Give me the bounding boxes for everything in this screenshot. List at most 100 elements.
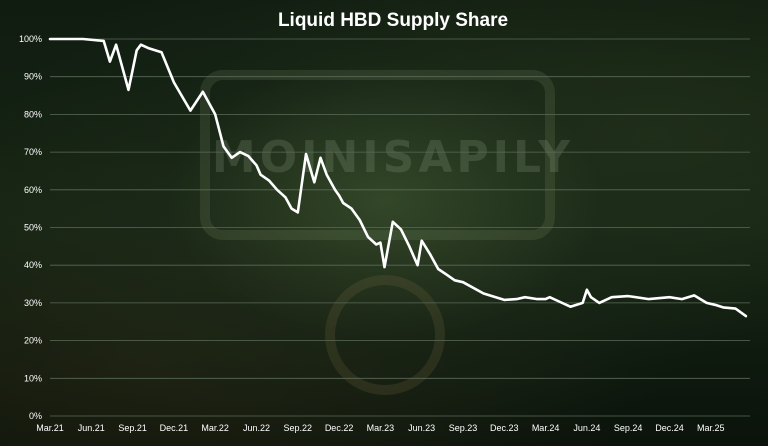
data-point bbox=[503, 299, 505, 301]
data-point bbox=[140, 44, 142, 46]
y-tick-label: 60% bbox=[24, 185, 42, 195]
x-tick-label: Dec.24 bbox=[655, 423, 684, 433]
data-point bbox=[297, 211, 299, 213]
data-point bbox=[681, 298, 683, 300]
data-point bbox=[305, 153, 307, 155]
data-point bbox=[326, 174, 328, 176]
x-axis-ticks: Mar.21 Jun.21 Sep.21 Dec.21 Mar.22 Jun.22 Sep.… bbox=[36, 423, 724, 433]
data-point bbox=[291, 208, 293, 210]
data-point bbox=[582, 302, 584, 304]
data-point bbox=[483, 292, 485, 295]
series-layer bbox=[48, 37, 748, 318]
y-tick-label: 90% bbox=[24, 72, 42, 82]
x-tick-label: Jun.23 bbox=[408, 423, 435, 433]
data-point bbox=[590, 296, 592, 298]
data-point bbox=[557, 300, 559, 302]
data-point bbox=[49, 38, 51, 40]
data-point bbox=[247, 155, 249, 157]
x-tick-label: Mar.25 bbox=[697, 423, 725, 433]
y-tick-label: 20% bbox=[24, 336, 42, 346]
watermark-text: MOINISAPILY bbox=[212, 132, 574, 183]
y-axis-ticks: 0% 10% 20% 30% 40% 50% 60% 70% 80% 90% 100% bbox=[19, 34, 42, 421]
x-tick-label: Jun.24 bbox=[573, 423, 600, 433]
data-point bbox=[392, 221, 394, 223]
x-tick-label: Mar.21 bbox=[36, 423, 64, 433]
data-point bbox=[173, 81, 175, 83]
data-point bbox=[379, 242, 381, 244]
data-point bbox=[82, 38, 84, 40]
data-point bbox=[648, 298, 650, 300]
y-tick-label: 70% bbox=[24, 147, 42, 157]
data-point bbox=[627, 295, 629, 297]
data-point bbox=[400, 228, 402, 230]
data-point bbox=[239, 151, 241, 153]
y-tick-label: 10% bbox=[24, 373, 42, 383]
data-point bbox=[462, 281, 464, 283]
data-point bbox=[276, 189, 278, 191]
data-point bbox=[745, 315, 747, 317]
data-point bbox=[367, 236, 369, 238]
data-point bbox=[586, 289, 588, 291]
data-point bbox=[569, 306, 572, 308]
data-point bbox=[350, 208, 353, 210]
data-point bbox=[160, 51, 163, 53]
series-line bbox=[48, 37, 748, 318]
background-frame-shape bbox=[200, 70, 555, 240]
data-point bbox=[334, 189, 336, 191]
data-point bbox=[255, 164, 258, 166]
y-tick-label: 50% bbox=[24, 223, 42, 233]
data-point bbox=[260, 174, 262, 176]
y-tick-label: 0% bbox=[29, 411, 42, 421]
data-point bbox=[421, 240, 423, 242]
data-point bbox=[148, 47, 150, 50]
data-point bbox=[611, 296, 613, 298]
data-point bbox=[115, 44, 117, 46]
data-point bbox=[284, 196, 286, 198]
y-tick-label: 30% bbox=[24, 298, 42, 308]
y-tick-label: 80% bbox=[24, 109, 42, 119]
data-point bbox=[268, 179, 270, 181]
data-point bbox=[417, 264, 419, 266]
x-tick-label: Sep.23 bbox=[449, 423, 478, 433]
x-tick-label: Sep.22 bbox=[284, 423, 313, 433]
x-tick-label: Sep.21 bbox=[118, 423, 147, 433]
data-point bbox=[127, 89, 130, 91]
data-point bbox=[313, 181, 315, 183]
y-tick-label: 40% bbox=[24, 260, 42, 270]
x-tick-label: Jun.22 bbox=[243, 423, 270, 433]
y-tick-label: 100% bbox=[19, 34, 42, 44]
data-point bbox=[375, 243, 377, 246]
data-point bbox=[136, 49, 138, 51]
data-point bbox=[714, 304, 716, 306]
x-tick-label: Mar.22 bbox=[201, 423, 229, 433]
data-point bbox=[429, 253, 431, 255]
data-point bbox=[454, 279, 456, 281]
data-point bbox=[668, 296, 671, 298]
x-tick-label: Dec.22 bbox=[325, 423, 354, 433]
data-point bbox=[524, 296, 526, 298]
data-point bbox=[189, 110, 191, 112]
data-point bbox=[516, 298, 518, 300]
x-tick-label: Mar.23 bbox=[367, 423, 395, 433]
data-point bbox=[231, 157, 233, 159]
chart-title: Liquid HBD Supply Share bbox=[278, 10, 508, 31]
background-decoration: MOINISAPILY bbox=[200, 70, 574, 395]
data-point bbox=[722, 306, 724, 308]
data-point bbox=[338, 194, 340, 197]
x-tick-label: Dec.23 bbox=[490, 423, 519, 433]
data-point bbox=[342, 202, 344, 204]
data-point bbox=[408, 245, 410, 247]
data-point bbox=[706, 302, 708, 304]
data-point bbox=[202, 91, 204, 93]
data-point bbox=[359, 219, 361, 221]
data-point bbox=[693, 294, 695, 296]
x-tick-label: Dec.21 bbox=[160, 423, 189, 433]
data-point bbox=[545, 298, 547, 300]
data-point bbox=[214, 113, 216, 115]
data-point bbox=[109, 61, 111, 63]
data-point bbox=[549, 296, 551, 298]
data-point bbox=[103, 40, 105, 42]
data-point bbox=[437, 268, 439, 270]
